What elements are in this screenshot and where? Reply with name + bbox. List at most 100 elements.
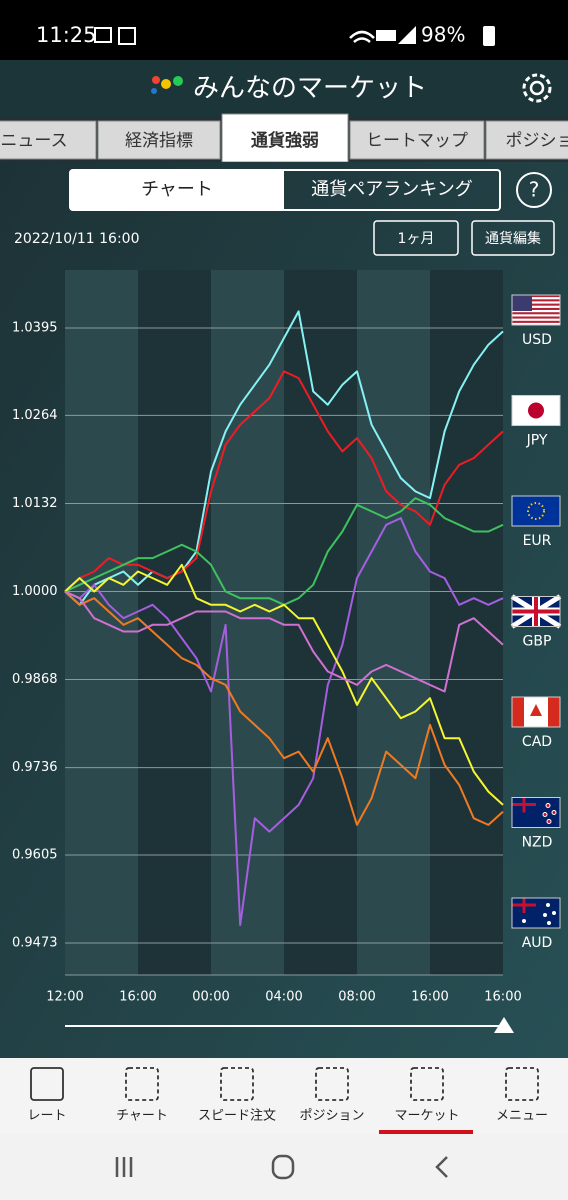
nav-icon[interactable]	[505, 1067, 539, 1101]
logo-dot	[161, 79, 171, 89]
y-tick-label: 0.9473	[12, 935, 58, 950]
tab-label[interactable]: ポジション	[506, 131, 568, 151]
timestamp: 2022/10/11 16:00	[14, 231, 140, 247]
flag-stripe	[512, 303, 560, 306]
nav-item[interactable]: マーケット	[394, 1067, 460, 1124]
flag-cross	[512, 596, 560, 627]
tab-label[interactable]: ヒートマップ	[366, 131, 468, 151]
help-label[interactable]: ?	[529, 178, 540, 202]
y-tick-label: 1.0000	[12, 584, 58, 599]
nav-item[interactable]: レート	[27, 1067, 67, 1124]
flag-star	[543, 913, 547, 917]
nav-label[interactable]: マーケット	[394, 1109, 459, 1124]
nav-item[interactable]: チャート	[116, 1067, 168, 1124]
flag-star	[551, 810, 557, 815]
period-button[interactable]	[373, 220, 459, 256]
flag-star	[546, 903, 550, 907]
flag-star	[552, 911, 556, 915]
nav-item[interactable]: ポジション	[299, 1067, 365, 1124]
back-button[interactable]	[435, 1156, 448, 1178]
flag-star	[545, 803, 551, 808]
nav-icon[interactable]	[315, 1067, 349, 1101]
tab[interactable]	[485, 120, 568, 160]
gear-outer[interactable]	[522, 73, 552, 103]
flag-border	[511, 596, 561, 627]
series-line	[64, 590, 504, 826]
flag-cross	[512, 797, 536, 813]
x-tick-label: 08:00	[338, 990, 375, 1005]
series-line	[64, 310, 504, 606]
period-label[interactable]: 1ヶ月	[398, 231, 435, 247]
flag-star	[542, 812, 548, 817]
flag-cross	[512, 898, 536, 913]
flag-star	[547, 921, 551, 925]
nav-icon[interactable]	[410, 1067, 444, 1101]
battery-text: 98%	[421, 23, 465, 47]
segment-label[interactable]: 通貨ペアランキング	[311, 179, 472, 200]
flag-border	[511, 294, 561, 326]
y-tick-label: 0.9605	[12, 847, 58, 862]
clock: 11:25	[36, 23, 97, 47]
settings-button[interactable]	[522, 73, 552, 103]
y-tick-label: 1.0132	[12, 496, 58, 511]
flag	[512, 496, 560, 526]
segment-active[interactable]	[70, 170, 284, 210]
tab-label[interactable]: 通貨強弱	[251, 130, 319, 151]
y-tick-label: 1.0264	[12, 408, 58, 423]
legend-label: USD	[522, 332, 552, 348]
tab-label[interactable]: 経済指標	[125, 131, 193, 151]
recent-button[interactable]	[115, 1157, 133, 1177]
tab-label[interactable]: ニュース	[0, 131, 67, 151]
app-title: みんなのマーケット	[193, 74, 427, 104]
series-line	[64, 370, 504, 593]
nav-label[interactable]: チャート	[116, 1109, 168, 1124]
nav-label[interactable]: スピード注文	[198, 1109, 276, 1124]
flag-stripe	[512, 295, 560, 298]
segment-label[interactable]: チャート	[141, 179, 213, 200]
system-nav	[0, 1134, 568, 1200]
flag-stripe	[512, 307, 560, 310]
series-line	[64, 563, 504, 806]
flag-border	[511, 696, 561, 728]
x-tick-label: 04:00	[265, 990, 302, 1005]
nav-label[interactable]: ポジション	[299, 1109, 364, 1124]
nav-icon[interactable]	[125, 1067, 159, 1101]
flag-border	[511, 395, 561, 426]
tab[interactable]	[97, 120, 221, 160]
flag-border	[511, 897, 561, 929]
time-band	[284, 270, 357, 975]
legend-label: EUR	[523, 533, 552, 549]
nav-label[interactable]: メニュー	[496, 1109, 548, 1124]
time-band	[357, 270, 430, 975]
flag-stars	[527, 502, 545, 520]
edit-button[interactable]	[471, 220, 555, 256]
legend-label: GBP	[523, 634, 552, 650]
x-tick-label: 16:00	[119, 990, 156, 1005]
y-tick-label: 0.9736	[12, 760, 58, 775]
nav-icon[interactable]	[220, 1067, 254, 1101]
edit-label[interactable]: 通貨編集	[485, 230, 541, 247]
signal-icon	[398, 26, 416, 44]
gallery-icon	[94, 27, 112, 43]
nav-items: レート チャート スピード注文 ポジション マーケット メニュー	[27, 1067, 548, 1124]
tab[interactable]	[349, 120, 485, 160]
gear-inner[interactable]	[529, 80, 545, 96]
nav-icon[interactable]	[30, 1067, 64, 1101]
slider-handle[interactable]	[494, 1017, 514, 1033]
flag-stripe	[512, 299, 560, 302]
wifi-icon	[349, 30, 375, 43]
x-tick-label: 16:00	[484, 990, 521, 1005]
flag-star	[522, 919, 526, 923]
x-tick-label: 00:00	[192, 990, 229, 1005]
nav-item[interactable]: スピード注文	[198, 1067, 276, 1124]
home-button[interactable]	[271, 1154, 295, 1180]
volte-icon	[376, 30, 396, 41]
nav-item[interactable]: メニュー	[496, 1067, 548, 1124]
legend-label: AUD	[522, 935, 553, 951]
tab[interactable]	[0, 120, 97, 160]
nav-label[interactable]: レート	[27, 1109, 66, 1124]
x-tick-label: 16:00	[411, 990, 448, 1005]
help-button[interactable]	[516, 172, 552, 208]
y-tick-label: 1.0395	[12, 321, 58, 336]
